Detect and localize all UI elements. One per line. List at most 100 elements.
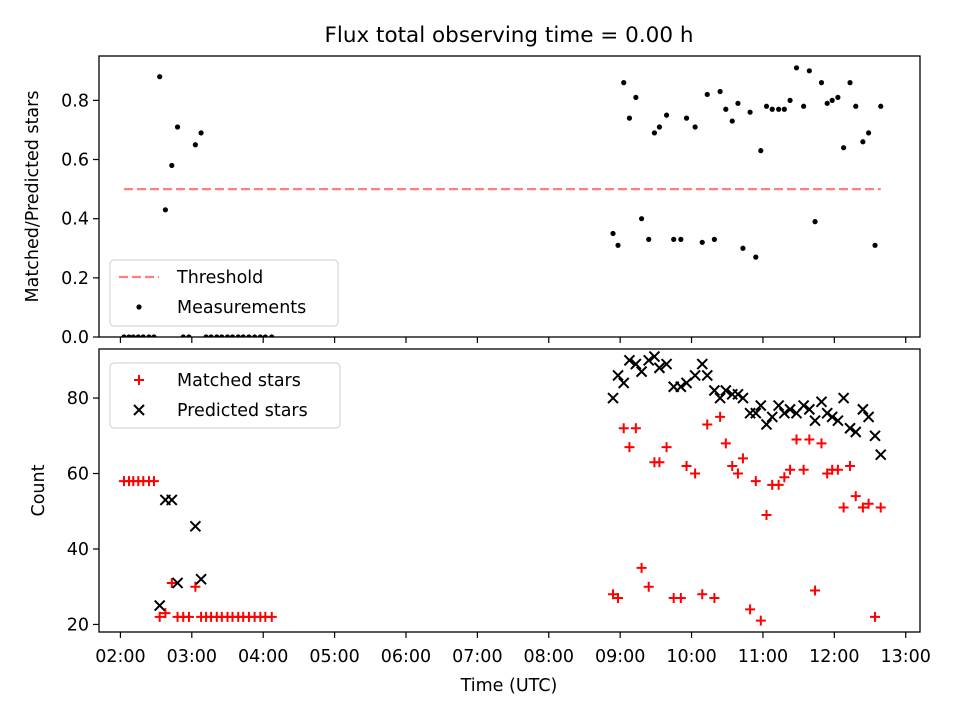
measurements-point bbox=[818, 80, 825, 86]
predicted-stars-point bbox=[857, 403, 869, 416]
y-tick-label: 60 bbox=[67, 465, 89, 485]
predicted-stars-point bbox=[623, 354, 636, 367]
predicted-stars-point bbox=[618, 377, 630, 389]
legend-matched-stars-label: Matched stars bbox=[177, 371, 301, 391]
y-tick-label: 40 bbox=[67, 540, 89, 560]
matched-stars-point bbox=[870, 611, 881, 622]
measurements-point bbox=[169, 162, 175, 169]
matched-stars-point bbox=[618, 423, 629, 434]
predicted-stars-point bbox=[708, 384, 721, 397]
predicted-stars-point bbox=[766, 411, 778, 423]
x-tick-label: 07:00 bbox=[452, 647, 502, 667]
predicted-stars-point bbox=[737, 392, 749, 404]
matched-stars-point bbox=[755, 615, 766, 626]
predicted-stars-point bbox=[832, 414, 844, 427]
measurements-point bbox=[678, 236, 684, 242]
counts-panel: 20 40 60 80 02:00 03:00 04:00 05:00 06:00 07:00 08… bbox=[29, 348, 931, 667]
predicted-stars-point bbox=[760, 418, 773, 431]
predicted-stars-point bbox=[826, 411, 838, 423]
predicted-stars-point bbox=[607, 392, 619, 404]
matched-stars-point bbox=[727, 460, 738, 471]
measurements-point bbox=[747, 109, 753, 115]
measurements-point bbox=[723, 106, 729, 112]
predicted-stars-point bbox=[166, 494, 178, 506]
measurements-point bbox=[806, 68, 812, 74]
matched-stars-point bbox=[838, 502, 849, 513]
matched-stars-point bbox=[654, 457, 665, 468]
matched-stars-point bbox=[166, 577, 177, 588]
predicted-stars-point bbox=[714, 392, 726, 404]
x-tick-label: 04:00 bbox=[238, 647, 288, 667]
measurements-point bbox=[663, 112, 670, 118]
predicted-stars-point bbox=[689, 369, 701, 382]
predicted-stars-point bbox=[153, 599, 166, 612]
predicted-stars-point bbox=[778, 407, 791, 419]
measurements-point bbox=[671, 236, 677, 242]
x-tick-label: 03:00 bbox=[167, 647, 217, 667]
matched-stars-point bbox=[832, 464, 843, 475]
legend-measurements-label: Measurements bbox=[177, 298, 306, 318]
measurements-point bbox=[646, 236, 652, 242]
y-tick-label: 0.2 bbox=[61, 269, 89, 289]
matched-stars-point bbox=[697, 589, 708, 600]
matched-stars-point bbox=[732, 468, 743, 479]
predicted-stars-point bbox=[809, 414, 821, 427]
predicted-stars-point bbox=[803, 403, 816, 416]
matched-stars-point bbox=[624, 442, 635, 453]
measurements-point bbox=[656, 124, 663, 130]
measurements-point bbox=[735, 100, 741, 106]
predicted-stars-point bbox=[171, 577, 184, 589]
y-axis-label: Count bbox=[29, 464, 49, 516]
predicted-stars-point bbox=[750, 407, 762, 419]
predicted-stars-point bbox=[189, 520, 202, 533]
chart-title: Flux total observing time = 0.00 h bbox=[325, 23, 694, 48]
measurements-point bbox=[699, 239, 705, 245]
matched-stars-point bbox=[160, 608, 171, 619]
measurements-point bbox=[829, 97, 835, 103]
predicted-stars-point bbox=[643, 354, 655, 367]
measurements-point bbox=[847, 80, 853, 86]
matched-stars-point bbox=[720, 438, 731, 449]
matched-stars-point bbox=[613, 593, 624, 604]
matched-stars-point bbox=[745, 604, 756, 615]
axes-frame bbox=[98, 348, 921, 633]
matched-stars-point bbox=[690, 468, 701, 479]
measurements-point bbox=[651, 130, 658, 136]
measurements-point bbox=[769, 106, 775, 112]
predicted-stars-point bbox=[720, 384, 732, 397]
measurements-point bbox=[157, 74, 163, 80]
matched-stars-point bbox=[661, 442, 672, 453]
y-tick-label: 0.4 bbox=[61, 210, 89, 230]
x-tick-label: 13:00 bbox=[881, 647, 931, 667]
predicted-stars-point bbox=[815, 396, 828, 408]
predicted-stars-point bbox=[635, 365, 648, 378]
predicted-stars-point bbox=[850, 426, 862, 438]
measurements-point bbox=[758, 148, 764, 154]
measurements-point bbox=[704, 91, 710, 98]
x-tick-label: 09:00 bbox=[595, 647, 645, 667]
measurements-point bbox=[717, 88, 723, 95]
legend-measurements-swatch bbox=[136, 304, 142, 310]
measurements-point bbox=[860, 139, 866, 145]
plot-area bbox=[118, 350, 887, 626]
measurements-point bbox=[872, 242, 878, 248]
legend: Matched stars Predicted stars bbox=[109, 362, 341, 429]
measurements-point bbox=[615, 242, 621, 248]
measurements-point bbox=[812, 219, 818, 225]
plot-area bbox=[121, 65, 884, 337]
predicted-stars-point bbox=[675, 381, 687, 393]
y-tick-label: 0.0 bbox=[61, 328, 89, 348]
predicted-stars-point bbox=[648, 350, 661, 363]
y-tick-label: 0.6 bbox=[61, 151, 89, 171]
matched-stars-point bbox=[850, 491, 861, 502]
matched-stars-point bbox=[750, 476, 761, 487]
matched-stars-point bbox=[863, 498, 874, 509]
legend-predicted-stars-label: Predicted stars bbox=[177, 401, 308, 421]
legend-matched-stars-swatch bbox=[134, 375, 144, 385]
measurements-point bbox=[824, 100, 830, 106]
predicted-stars-point bbox=[862, 411, 875, 423]
matched-stars-point bbox=[798, 464, 809, 475]
predicted-stars-point bbox=[630, 358, 642, 370]
